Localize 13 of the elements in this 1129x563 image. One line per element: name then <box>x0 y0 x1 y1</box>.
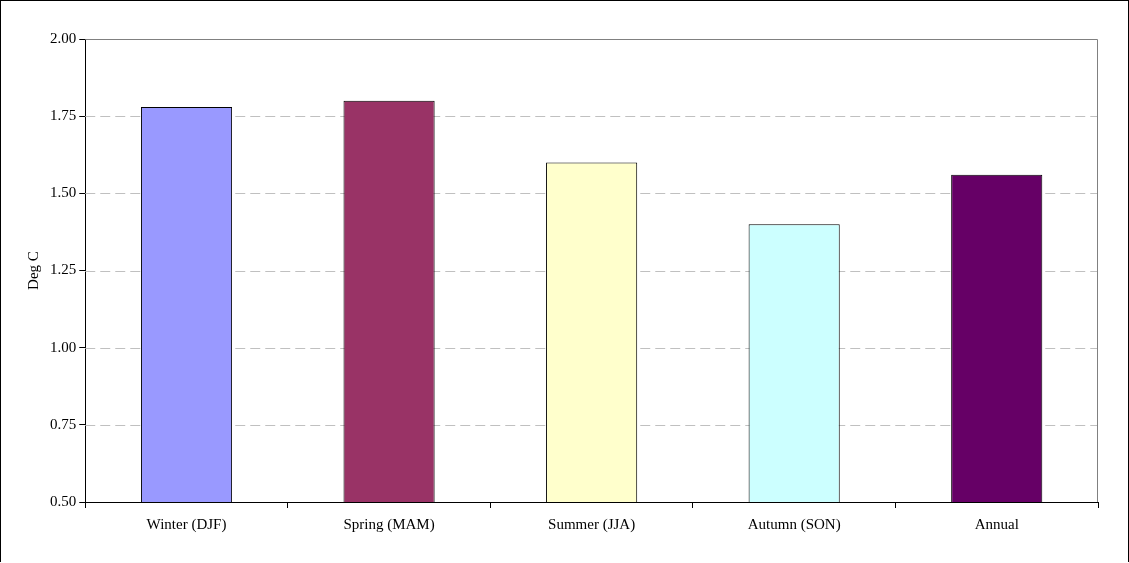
y-tick-label: 2.00 <box>50 29 77 46</box>
x-tick-label: Annual <box>974 515 1019 532</box>
y-tick-label: 1.50 <box>50 184 77 201</box>
y-tick-label: 1.25 <box>50 261 77 278</box>
x-tick-label: Spring (MAM) <box>343 515 435 533</box>
y-tick-label: 0.75 <box>50 415 77 432</box>
y-tick-label: 1.75 <box>50 107 77 124</box>
y-tick-label: 1.00 <box>50 338 77 355</box>
y-tick-label: 0.50 <box>50 492 77 509</box>
x-tick-label: Autumn (SON) <box>747 515 841 533</box>
y-axis-title: Deg C <box>24 251 41 290</box>
x-tick-label: Summer (JJA) <box>548 515 636 533</box>
x-tick-label: Winter (DJF) <box>146 515 227 533</box>
